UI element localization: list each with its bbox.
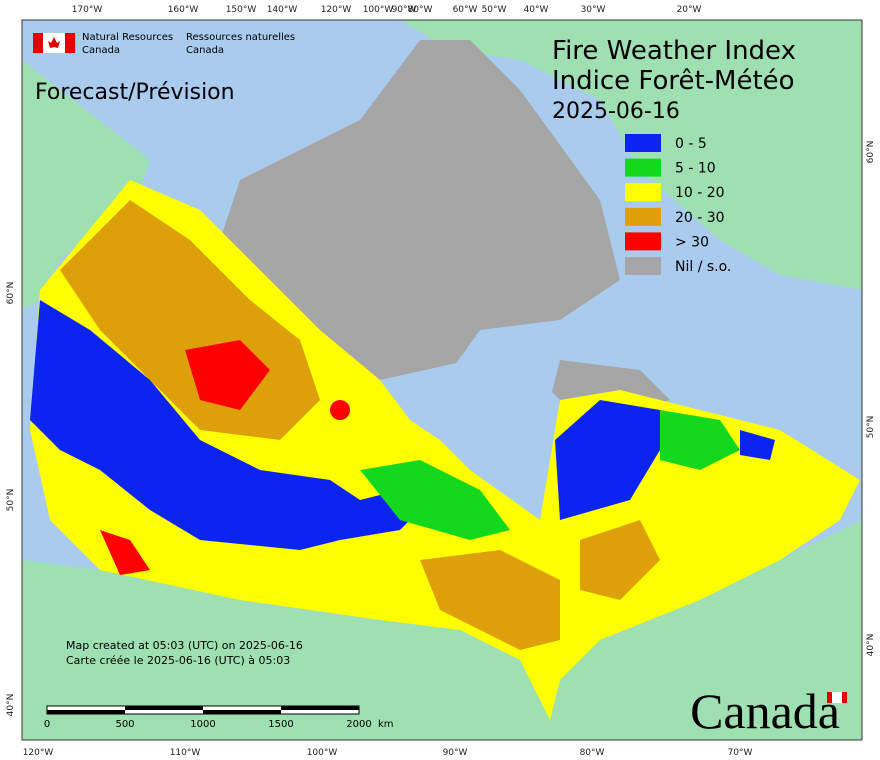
longitude-label: 80°W — [408, 5, 433, 15]
longitude-label: 150°W — [226, 5, 257, 15]
alaska — [22, 60, 150, 310]
longitude-label: 40°W — [524, 5, 549, 15]
agency-en-2: Canada — [82, 45, 120, 56]
legend-label: Nil / s.o. — [675, 259, 731, 275]
scale-unit: km — [378, 719, 394, 730]
hudson-bay — [380, 360, 560, 470]
region-5-10 — [360, 460, 510, 540]
scale-tick-label: 1000 — [190, 719, 215, 730]
scale-tick-label: 0 — [44, 719, 50, 730]
map-frame — [21, 19, 863, 741]
map-body — [22, 20, 862, 740]
longitude-label: 110°W — [170, 748, 201, 758]
latitude-label: 40°N — [866, 634, 876, 657]
latitude-label: 60°N — [866, 141, 876, 164]
legend-label: 5 - 10 — [675, 161, 716, 177]
longitude-label: 80°W — [580, 748, 605, 758]
longitude-label: 120°W — [23, 748, 54, 758]
legend-label: 20 - 30 — [675, 210, 725, 226]
longitude-label: 70°W — [728, 748, 753, 758]
longitude-label: 60°W — [453, 5, 478, 15]
longitude-label: 160°W — [168, 5, 199, 15]
latitude-label: 40°N — [6, 694, 16, 717]
legend-swatch — [625, 257, 661, 275]
longitude-label: 140°W — [267, 5, 298, 15]
legend-label: > 30 — [675, 234, 709, 250]
latitude-label: 50°N — [6, 489, 16, 512]
longitude-label: 90°W — [443, 748, 468, 758]
region-0-5-maritime — [740, 430, 775, 460]
canada-flag — [33, 33, 75, 53]
agency-fr-2: Canada — [186, 45, 224, 56]
wordmark-flag — [827, 692, 847, 703]
region-over-30-bc — [100, 530, 150, 575]
legend-label: 10 - 20 — [675, 185, 725, 201]
region-over-30 — [185, 340, 270, 410]
longitude-label: 90°W — [392, 5, 417, 15]
legend-swatch — [625, 158, 661, 177]
title-fr: Indice Forêt-Météo — [552, 66, 795, 96]
legend-swatch — [625, 232, 661, 251]
legend-swatch — [625, 207, 661, 226]
arctic-islands — [220, 40, 620, 400]
title-date: 2025-06-16 — [552, 99, 680, 124]
longitude-label: 50°W — [482, 5, 507, 15]
scale-tick-label: 500 — [115, 719, 134, 730]
usa — [22, 520, 862, 740]
longitude-label: 170°W — [72, 5, 103, 15]
longitude-label: 100°W — [307, 748, 338, 758]
region-0-5-east — [555, 400, 660, 520]
longitude-label: 120°W — [321, 5, 352, 15]
longitude-label: 100°W — [363, 5, 394, 15]
region-over-30-spot — [330, 400, 350, 420]
region-0-5-west — [30, 300, 430, 550]
agency-fr: Ressources naturelles — [186, 32, 295, 43]
scale-tick-label: 2000 — [346, 719, 371, 730]
agency-en: Natural Resources — [82, 32, 173, 43]
longitude-label: 30°W — [581, 5, 606, 15]
forecast-label: Forecast/Prévision — [35, 80, 235, 105]
legend-swatch — [625, 134, 661, 152]
latitude-label: 50°N — [866, 416, 876, 439]
latitude-label: 60°N — [6, 282, 16, 305]
credit-en: Map created at 05:03 (UTC) on 2025-06-16 — [66, 639, 303, 652]
scale-tick-label: 1500 — [268, 719, 293, 730]
credit-fr: Carte créée le 2025-06-16 (UTC) à 05:03 — [66, 654, 290, 667]
region-20-30-south — [420, 550, 560, 650]
region-5-10-east — [660, 410, 740, 470]
title-en: Fire Weather Index — [552, 36, 796, 66]
longitude-label: 20°W — [677, 5, 702, 15]
legend-swatch — [625, 183, 661, 202]
region-20-30-quebec — [580, 520, 660, 600]
greenland — [400, 20, 862, 290]
scale-bar — [46, 705, 360, 715]
canada-wordmark: Canada — [690, 683, 840, 739]
legend-label: 0 - 5 — [675, 136, 707, 152]
